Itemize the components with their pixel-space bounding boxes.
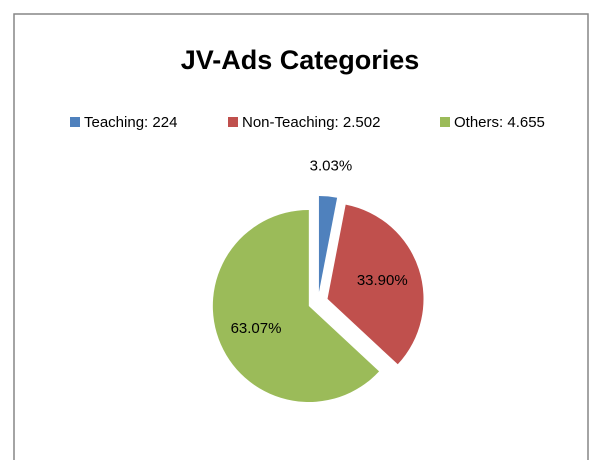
legend-swatch — [440, 117, 450, 127]
data-label: 3.03% — [310, 158, 353, 175]
chart-title: JV-Ads Categories — [181, 45, 420, 75]
legend-label: Non-Teaching: 2.502 — [242, 114, 380, 131]
data-label: 33.90% — [357, 272, 408, 289]
pie-slice — [327, 204, 424, 365]
data-label: 63.07% — [231, 320, 282, 337]
pie-slice — [318, 196, 338, 293]
legend-label: Others: 4.655 — [454, 114, 545, 131]
legend-swatch — [70, 117, 80, 127]
legend-swatch — [228, 117, 238, 127]
pie-slice — [212, 209, 380, 402]
legend-label: Teaching: 224 — [84, 114, 177, 131]
